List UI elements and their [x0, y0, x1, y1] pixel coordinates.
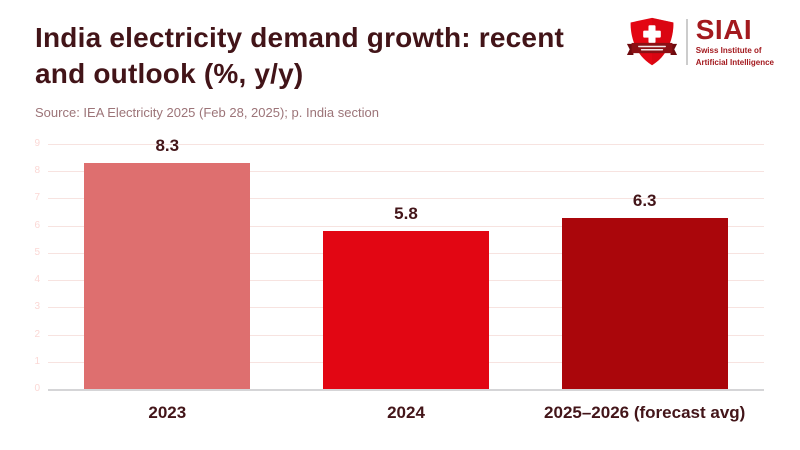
y-tick-label: 1: [34, 355, 40, 367]
gridline: [48, 144, 764, 145]
y-tick-label: 6: [34, 219, 40, 231]
swiss-shield-icon: [626, 17, 677, 66]
logo-acronym: SIAI: [695, 14, 753, 46]
y-tick-label: 5: [34, 246, 40, 258]
value-label-2023: 8.3: [155, 136, 180, 156]
y-tick-label: 2: [34, 328, 40, 340]
y-tick-label: 9: [34, 138, 40, 149]
y-tick-label: 8: [34, 165, 40, 177]
logo-name-line1: Swiss Institute of: [695, 46, 762, 56]
y-tick-label: 7: [34, 192, 40, 204]
logo-text: SIAI Swiss Institute of Artificial Intel…: [696, 16, 774, 67]
gridline: [48, 225, 764, 227]
bar-2024: [323, 231, 489, 389]
value-label-2025-2026-forecast-avg: 6.3: [632, 190, 657, 210]
logo-divider: [685, 19, 688, 65]
y-tick-label: 3: [34, 301, 40, 313]
y-tick-label: 4: [34, 274, 40, 286]
bar-chart: 0 1 2 3 4 5 6 7 8 9 8.3 2023 5.8 2024 6.3 2025–2026 (fo…: [0, 130, 800, 440]
x-tick-label-2023: 2023: [148, 403, 187, 422]
x-tick-label-2025-2026-forecast-avg: 2025–2026 (forecast avg): [544, 403, 746, 422]
gridline: [48, 198, 764, 200]
bar-2025-2026-forecast-avg: [561, 217, 728, 389]
page-title: India electricity demand growth: recent …: [35, 22, 565, 89]
bar-2023: [84, 163, 251, 389]
y-tick-label: 0: [34, 383, 40, 394]
siai-logo: SIAI Swiss Institute of Artificial Intel…: [624, 16, 774, 68]
source-caption: Source: IEA Electricity 2025 (Feb 28, 20…: [35, 105, 379, 120]
x-tick-label-2024: 2024: [387, 403, 425, 422]
gridline: [48, 171, 764, 173]
logo-name-line2: Artificial Intelligence: [695, 58, 774, 67]
x-axis-line: [48, 389, 764, 391]
value-label-2024: 5.8: [394, 204, 418, 224]
